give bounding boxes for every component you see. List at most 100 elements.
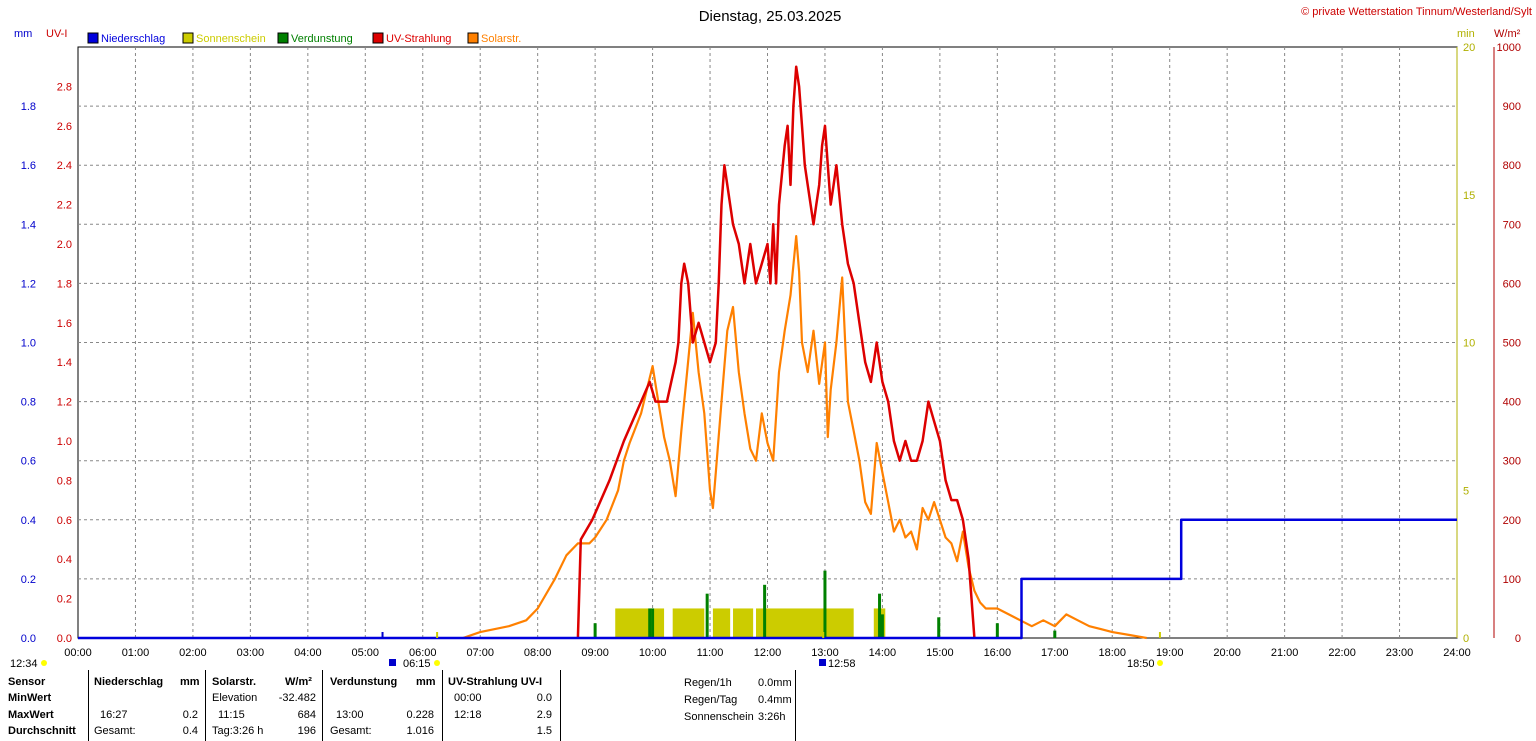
right-wm2-axis-label: W/m² (1494, 28, 1521, 40)
stat-label: Sonnenschein (684, 711, 754, 723)
x-tick-label: 05:00 (352, 647, 380, 659)
x-tick-label: 03:00 (237, 647, 265, 659)
sunshine-block (615, 608, 665, 638)
legend-label: Sonnenschein (196, 33, 266, 45)
sunshine-block (672, 608, 705, 638)
x-tick-label: 24:00 (1443, 647, 1471, 659)
x-tick-label: 09:00 (581, 647, 609, 659)
legend-label: Verdunstung (291, 33, 353, 45)
x-tick-label: 07:00 (466, 647, 494, 659)
max-uv-time: 12:18 (454, 709, 482, 721)
legend-swatch (467, 32, 479, 44)
header-uv: UV-Strahlung UV-I (448, 676, 543, 688)
legend-label: UV-Strahlung (386, 33, 451, 45)
x-tick-label: 15:00 (926, 647, 954, 659)
min-tick-label: 15 (1463, 190, 1475, 202)
wm2-tick-label: 400 (1503, 397, 1521, 409)
sunrise-icon (389, 659, 396, 666)
avg-uv-value: 1.5 (536, 725, 552, 737)
evaporation-bar (763, 584, 767, 638)
mm-tick-label: 0.8 (21, 397, 36, 409)
stat-sonnenschein: Sonnenschein 3:26h (684, 709, 794, 726)
stat-label: Regen/Tag (684, 694, 738, 706)
stat-value: 0.4mm (758, 694, 792, 706)
left-time-dot (41, 660, 47, 666)
avg-verdunstung-value: 1.016 (406, 725, 434, 737)
header-sensor: Sensor (8, 676, 46, 688)
mm-tick-label: 1.0 (21, 338, 36, 350)
x-tick-label: 10:00 (639, 647, 667, 659)
header-solar: Solarstr. (212, 676, 257, 688)
mm-tick-label: 0.0 (21, 633, 36, 645)
x-tick-label: 02:00 (179, 647, 207, 659)
time-markers: 12:34 06:15 12:58 18:50 (10, 632, 1163, 670)
wm2-tick-label: 100 (1503, 574, 1521, 586)
evaporation-bar (593, 623, 597, 638)
x-tick-label: 01:00 (122, 647, 150, 659)
x-tick-label: 04:00 (294, 647, 322, 659)
niederschlag-line (78, 518, 1457, 640)
row-min-label: MinWert (8, 692, 52, 704)
x-tick-label: 00:00 (64, 647, 92, 659)
sonnenschein-blocks (615, 608, 886, 638)
legend-label: Niederschlag (101, 33, 165, 45)
evaporation-bar (1053, 630, 1057, 638)
evaporation-bar (878, 593, 882, 638)
x-tick-label: 18:00 (1098, 647, 1126, 659)
right-min-axis-label: min (1457, 28, 1475, 40)
x-tick-label: 19:00 (1156, 647, 1184, 659)
uv-tick-label: 2.8 (57, 81, 72, 93)
wm2-tick-label: 200 (1503, 515, 1521, 527)
evaporation-bar (995, 623, 999, 638)
tick-labels: 0.0 0.2 0.4 0.6 0.8 1.0 1.2 1.4 1.6 1.8 0.0 0.2 0.4 0… (21, 42, 1521, 659)
uv-tick-label: 1.6 (57, 318, 72, 330)
x-tick-label: 08:00 (524, 647, 552, 659)
avg-solar-label: Tag:3:26 h (212, 725, 264, 737)
evaporation-bar (937, 617, 941, 638)
avg-verdunstung-label: Gesamt: (330, 725, 372, 737)
mm-tick-label: 1.6 (21, 160, 36, 172)
uv-tick-label: 2.2 (57, 200, 72, 212)
stat-regen-1h: Regen/1h 0.0mm (684, 675, 794, 692)
sunshine-block (756, 608, 854, 638)
x-tick-label: 22:00 (1328, 647, 1356, 659)
x-tick-label: 20:00 (1213, 647, 1241, 659)
header-niederschlag-unit: mm (180, 676, 200, 688)
stat-regen-tag: Regen/Tag 0.4mm (684, 692, 794, 709)
left-mm-axis-label: mm (14, 28, 32, 40)
uv-tick-label: 1.0 (57, 436, 72, 448)
row-avg-label: Durchschnitt (8, 725, 76, 737)
uv-tick-label: 1.8 (57, 278, 72, 290)
header-verdunstung-unit: mm (416, 676, 436, 688)
uv-tick-label: 0.0 (57, 633, 72, 645)
x-tick-label: 06:00 (409, 647, 437, 659)
evaporation-bar (651, 608, 655, 638)
uv-tick-label: 0.8 (57, 475, 72, 487)
wm2-tick-label: 600 (1503, 278, 1521, 290)
min-tick-label: 10 (1463, 338, 1475, 350)
mm-tick-label: 1.4 (21, 219, 36, 231)
avg-niederschlag-value: 0.4 (182, 725, 198, 737)
mm-tick-label: 0.2 (21, 574, 36, 586)
sunshine-block (733, 608, 754, 638)
legend-swatch (182, 32, 194, 44)
max-solar-value: 684 (297, 709, 316, 721)
legend: Niederschlag Sonnenschein Verdunstung UV-St… (87, 32, 521, 45)
sunrise-marker: 06:15 (403, 658, 431, 670)
uv-line (576, 65, 976, 639)
min-uv-value: 0.0 (536, 692, 552, 704)
grid (77, 46, 1495, 639)
wm2-tick-label: 300 (1503, 456, 1521, 468)
left-time-marker: 12:34 (10, 658, 38, 670)
evaporation-bar (705, 593, 709, 638)
sunset-dot (1157, 660, 1163, 666)
stat-value: 0.0mm (758, 677, 792, 689)
min-solar-time: Elevation (212, 692, 258, 704)
max-niederschlag-time: 16:27 (100, 709, 128, 721)
sunset-marker: 18:50 (1127, 658, 1155, 670)
stat-value: 3:26h (758, 711, 786, 723)
wm2-tick-label: 700 (1503, 219, 1521, 231)
rain-stats: Regen/1h 0.0mm Regen/Tag 0.4mm Sonnenschei… (684, 675, 794, 726)
uv-tick-label: 2.4 (57, 160, 72, 172)
